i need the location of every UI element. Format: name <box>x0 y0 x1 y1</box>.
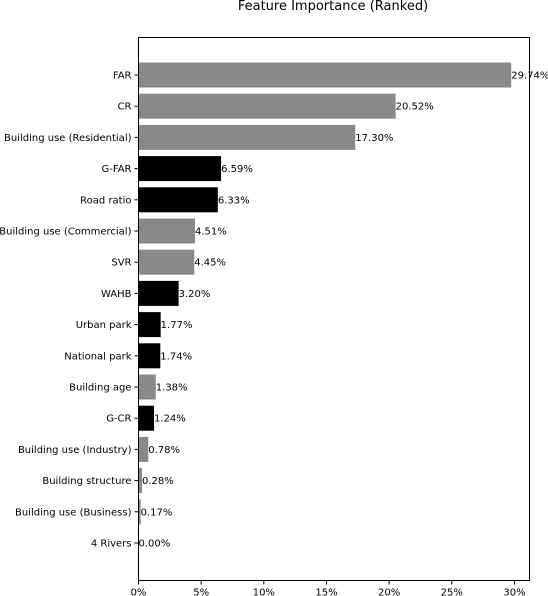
value-label-national-park: 1.74% <box>160 351 192 362</box>
value-label-svr: 4.45% <box>194 258 226 269</box>
category-label-national-park: National park <box>64 351 131 362</box>
value-label-building-structure: 0.28% <box>142 476 174 487</box>
bar-road-ratio <box>138 187 218 213</box>
bar-building-use-commercial <box>138 218 196 244</box>
category-label-building-use-residential: Building use (Residential) <box>4 133 132 144</box>
category-label-building-age: Building age <box>69 383 131 394</box>
value-label-building-use-residential: 17.30% <box>355 133 393 144</box>
x-axis-ticks-group: 0% 5% 10% 15% 20% 25% 30% <box>131 580 526 596</box>
category-label-far: FAR <box>113 71 132 82</box>
value-label-4-rivers: 0.00% <box>139 539 171 550</box>
bar-cr <box>138 93 396 119</box>
value-label-g-far: 6.59% <box>221 164 253 175</box>
category-label-g-far: G-FAR <box>102 164 132 175</box>
bar-urban-park <box>138 312 161 338</box>
bar-building-structure <box>138 468 143 494</box>
x-tick-label-10: 10% <box>253 588 275 596</box>
category-label-urban-park: Urban park <box>76 320 132 331</box>
category-labels-group: FAR CR Building use (Residential) G-FAR Road… <box>0 71 139 550</box>
category-label-building-use-industry: Building use (Industry) <box>18 445 132 456</box>
category-label-4-rivers: 4 Rivers <box>91 539 132 550</box>
value-label-building-use-commercial: 4.51% <box>195 227 227 238</box>
bar-national-park <box>138 343 161 369</box>
category-label-road-ratio: Road ratio <box>80 195 131 206</box>
value-label-urban-park: 1.77% <box>161 320 193 331</box>
plot-frame <box>138 37 530 581</box>
value-label-road-ratio: 6.33% <box>218 195 250 206</box>
value-label-cr: 20.52% <box>396 102 434 113</box>
bar-far <box>138 62 512 88</box>
chart-title: Feature Importance (Ranked) <box>238 0 428 14</box>
category-label-svr: SVR <box>111 258 131 269</box>
bars-group <box>138 62 512 525</box>
bar-g-far <box>138 156 222 182</box>
x-tick-label-25: 25% <box>441 588 463 596</box>
x-tick-label-20: 20% <box>378 588 400 596</box>
bar-building-use-industry <box>138 436 149 462</box>
bar-svr <box>138 249 195 275</box>
x-tick-label-0: 0% <box>131 588 147 596</box>
category-label-g-cr: G-CR <box>106 414 131 425</box>
category-label-building-structure: Building structure <box>42 476 131 487</box>
x-tick-label-15: 15% <box>315 588 337 596</box>
category-label-wahb: WAHB <box>101 289 132 300</box>
value-label-building-use-industry: 0.78% <box>148 445 180 456</box>
value-label-g-cr: 1.24% <box>154 414 186 425</box>
bar-wahb <box>138 280 179 306</box>
bar-building-age <box>138 374 156 400</box>
category-label-building-use-business: Building use (Business) <box>15 507 132 518</box>
x-tick-label-5: 5% <box>193 588 209 596</box>
bar-building-use-business <box>138 499 141 525</box>
bar-g-cr <box>138 405 155 431</box>
category-label-cr: CR <box>118 102 132 113</box>
value-label-building-use-business: 0.17% <box>141 507 173 518</box>
bar-building-use-residential <box>138 124 356 150</box>
value-label-wahb: 3.20% <box>179 289 211 300</box>
category-label-building-use-commercial: Building use (Commercial) <box>0 227 132 238</box>
value-label-building-age: 1.38% <box>156 383 188 394</box>
x-tick-label-30: 30% <box>503 588 525 596</box>
